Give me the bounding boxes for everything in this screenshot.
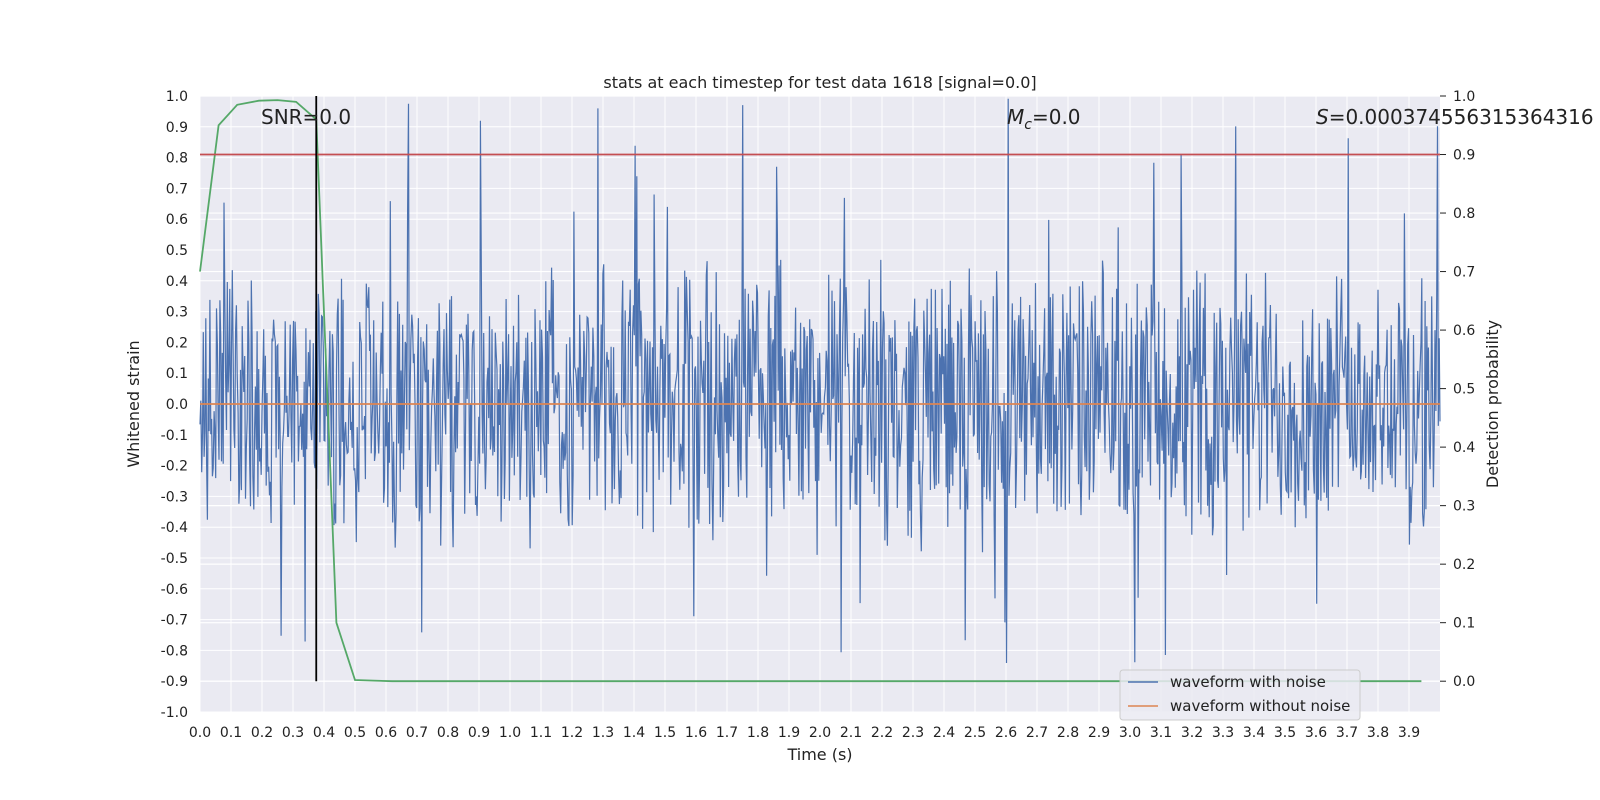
- mc-subscript: c: [1024, 117, 1032, 133]
- y-tick-label: -0.3: [161, 489, 188, 505]
- x-tick-label: 0.4: [313, 725, 335, 741]
- x-tick-label: 1.0: [499, 725, 521, 741]
- noise-waveform-series: [199, 98, 1441, 664]
- s-value: =0.00037455631536431​6: [1329, 105, 1594, 129]
- x-tick-label: 3.0: [1119, 725, 1141, 741]
- y-tick-label: 0.4: [166, 274, 188, 290]
- chart-title: stats at each timestep for test data 161…: [603, 73, 1036, 92]
- x-tick-label: 3.6: [1305, 725, 1327, 741]
- y-tick-label: 0.1: [166, 366, 188, 382]
- x-axis-label: Time (s): [786, 745, 852, 764]
- y2-tick-label: 0.4: [1453, 440, 1475, 456]
- x-tick-label: 0.6: [375, 725, 397, 741]
- x-tick-label: 2.5: [964, 725, 986, 741]
- x-tick-label: 0.0: [189, 725, 211, 741]
- y-tick-label: -0.6: [161, 582, 188, 598]
- x-tick-label: 2.6: [995, 725, 1017, 741]
- y-tick-label: 0.3: [166, 305, 188, 321]
- y-axis-label: Whitened strain: [124, 340, 143, 467]
- x-tick-label: 0.2: [251, 725, 273, 741]
- x-tick-label: 2.4: [933, 725, 955, 741]
- x-tick-label: 3.8: [1367, 725, 1389, 741]
- x-tick-label: 1.9: [778, 725, 800, 741]
- x-tick-label: 2.1: [840, 725, 862, 741]
- x-tick-label: 3.5: [1274, 725, 1296, 741]
- mc-value: =0.0: [1032, 105, 1081, 129]
- x-tick-label: 2.7: [1026, 725, 1048, 741]
- x-tick-label: 2.9: [1088, 725, 1110, 741]
- x-tick-label: 2.0: [809, 725, 831, 741]
- x-tick-label: 0.5: [344, 725, 366, 741]
- x-tick-label: 0.9: [468, 725, 490, 741]
- waveform-with-noise-line: [199, 98, 1441, 664]
- y2-axis-ticks: 1.0 0.9 0.8 0.7 0.6 0.5 0.4 0.3 0.2 0.1 0.0: [1440, 89, 1475, 690]
- x-tick-label: 1.4: [623, 725, 645, 741]
- x-tick-label: 3.7: [1336, 725, 1358, 741]
- x-tick-label: 0.8: [437, 725, 459, 741]
- x-tick-label: 0.3: [282, 725, 304, 741]
- y2-tick-label: 0.2: [1453, 557, 1475, 573]
- s-symbol: S: [1316, 105, 1329, 129]
- x-tick-label: 2.2: [871, 725, 893, 741]
- x-tick-label: 3.4: [1243, 725, 1265, 741]
- y2-tick-label: 0.5: [1453, 382, 1475, 398]
- y-tick-label: 0.5: [166, 243, 188, 259]
- legend-box: [1119, 669, 1361, 721]
- y-tick-label: 0.8: [166, 151, 188, 167]
- mc-symbol: M: [1007, 105, 1024, 129]
- x-tick-label: 0.7: [406, 725, 428, 741]
- y2-tick-label: 0.3: [1453, 499, 1475, 515]
- x-tick-label: 3.9: [1398, 725, 1420, 741]
- x-tick-label: 1.7: [716, 725, 738, 741]
- y-tick-label: -0.4: [161, 520, 188, 536]
- y-tick-label: 0.6: [166, 212, 188, 228]
- y-tick-label: -0.7: [161, 613, 188, 629]
- y2-axis-label: Detection probability: [1483, 320, 1502, 488]
- y2-tick-label: 1.0: [1453, 89, 1475, 105]
- x-tick-label: 1.1: [530, 725, 552, 741]
- x-tick-label: 1.6: [685, 725, 707, 741]
- legend: waveform with noise waveform without noi…: [1119, 669, 1361, 721]
- x-tick-label: 2.8: [1057, 725, 1079, 741]
- y-axis-ticks: 1.0 0.9 0.8 0.7 0.6 0.5 0.4 0.3 0.2 0.1 0.0 -0.1 -0.…: [161, 89, 188, 721]
- y-tick-label: 1.0: [166, 89, 188, 105]
- y2-tick-label: 0.9: [1453, 148, 1475, 164]
- y-tick-label: 0.7: [166, 181, 188, 197]
- x-tick-label: 3.1: [1150, 725, 1172, 741]
- y2-tick-label: 0.8: [1453, 206, 1475, 222]
- line-series: [199, 96, 1440, 683]
- mc-annotation: Mc=0.0: [1007, 105, 1081, 133]
- x-axis-ticks: 0.0 0.1 0.2 0.3 0.4 0.5 0.6 0.7 0.8 0.9 1.0 1.1 1.2 1…: [189, 725, 1420, 741]
- x-tick-label: 1.8: [747, 725, 769, 741]
- x-tick-label: 2.3: [902, 725, 924, 741]
- legend-label-noise: waveform with noise: [1170, 673, 1326, 691]
- snr-annotation: SNR=0.0: [261, 105, 351, 129]
- x-tick-label: 1.3: [592, 725, 614, 741]
- y-tick-label: 0.9: [166, 120, 188, 136]
- s-annotation: S=0.00037455631536431​6: [1316, 105, 1594, 129]
- y-tick-label: -0.9: [161, 674, 188, 690]
- x-tick-label: 1.2: [561, 725, 583, 741]
- y-tick-label: -0.2: [161, 459, 188, 475]
- x-tick-label: 3.2: [1181, 725, 1203, 741]
- legend-label-clean: waveform without noise: [1170, 697, 1350, 715]
- y2-tick-label: 0.7: [1453, 265, 1475, 281]
- y-tick-label: -0.5: [161, 551, 188, 567]
- y2-tick-label: 0.0: [1453, 674, 1475, 690]
- x-tick-label: 1.5: [654, 725, 676, 741]
- y-tick-label: -0.8: [161, 643, 188, 659]
- y-tick-label: -1.0: [161, 705, 188, 721]
- y-tick-label: -0.1: [161, 428, 188, 444]
- y2-tick-label: 0.6: [1453, 323, 1475, 339]
- detection-probability-line: [199, 99, 1422, 683]
- x-tick-label: 3.3: [1212, 725, 1234, 741]
- y-tick-label: 0.2: [166, 335, 188, 351]
- y2-tick-label: 0.1: [1453, 616, 1475, 632]
- y-tick-label: 0.0: [166, 397, 188, 413]
- x-tick-label: 0.1: [220, 725, 242, 741]
